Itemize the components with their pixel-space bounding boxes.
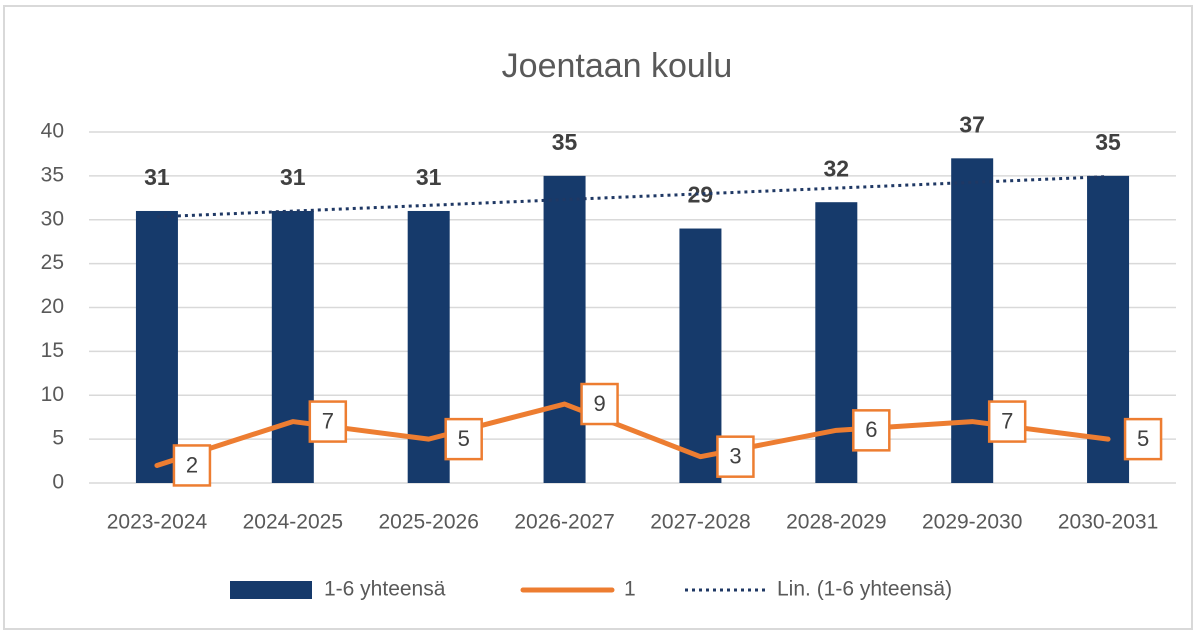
- chart-title: Joentaan koulu: [502, 47, 733, 85]
- bar-value-label: 31: [280, 164, 306, 190]
- legend-swatch: [230, 581, 312, 599]
- line-value-label: 3: [729, 443, 741, 468]
- line-label-box: [308, 400, 348, 443]
- line-value-label: 9: [593, 391, 605, 416]
- line-value-label: 5: [1137, 426, 1149, 451]
- line-value-label: 7: [1001, 408, 1013, 433]
- y-tick-label: 15: [41, 339, 64, 362]
- bar: [407, 210, 450, 483]
- bar: [951, 158, 994, 483]
- bar: [815, 202, 858, 483]
- y-tick-label: 20: [41, 295, 64, 318]
- bar-value-label: 37: [959, 111, 985, 137]
- bar-value-label: 35: [552, 129, 578, 155]
- x-tick-label: 2029-2030: [922, 511, 1022, 534]
- x-tick-label: 2025-2026: [378, 511, 478, 534]
- chart-frame: [3, 5, 1193, 630]
- bar: [135, 210, 178, 483]
- x-tick-label: 2026-2027: [514, 511, 614, 534]
- bar-value-label: 31: [416, 164, 442, 190]
- legend-label: Lin. (1-6 yhteensä): [777, 578, 952, 601]
- x-tick-label: 2024-2025: [243, 511, 343, 534]
- legend-label: 1-6 yhteensä: [324, 578, 446, 601]
- line-value-label: 7: [322, 408, 334, 433]
- line-label-box: [172, 444, 212, 487]
- line-label-box: [580, 382, 619, 426]
- bar-value-label: 35: [1095, 129, 1121, 155]
- line-label-box: [444, 417, 483, 461]
- bar: [271, 210, 314, 483]
- legend-label: 1: [624, 578, 636, 601]
- bar-value-label: 31: [144, 164, 170, 190]
- bar: [679, 228, 722, 483]
- line-label-box: [852, 409, 891, 452]
- x-tick-label: 2023-2024: [107, 511, 208, 534]
- line-value-label: 5: [458, 426, 470, 451]
- line-label-box: [1123, 417, 1163, 461]
- line-label-box: [716, 435, 755, 478]
- x-tick-label: 2027-2028: [650, 511, 750, 534]
- y-tick-label: 30: [41, 207, 64, 230]
- line-value-label: 6: [865, 417, 877, 442]
- y-tick-label: 25: [41, 251, 64, 274]
- bar: [1087, 175, 1130, 483]
- x-tick-label: 2028-2029: [786, 511, 886, 534]
- line-label-box: [987, 400, 1027, 443]
- y-tick-label: 10: [41, 383, 64, 406]
- y-tick-label: 5: [52, 427, 64, 450]
- bar: [543, 175, 586, 483]
- trendline: [156, 175, 1109, 219]
- bar-value-label: 29: [688, 182, 714, 208]
- x-tick-label: 2030-2031: [1058, 511, 1158, 534]
- y-tick-label: 0: [52, 471, 64, 494]
- y-tick-label: 35: [41, 163, 64, 186]
- y-tick-label: 40: [41, 120, 64, 143]
- bar-value-label: 32: [824, 155, 850, 181]
- line-value-label: 2: [186, 452, 198, 477]
